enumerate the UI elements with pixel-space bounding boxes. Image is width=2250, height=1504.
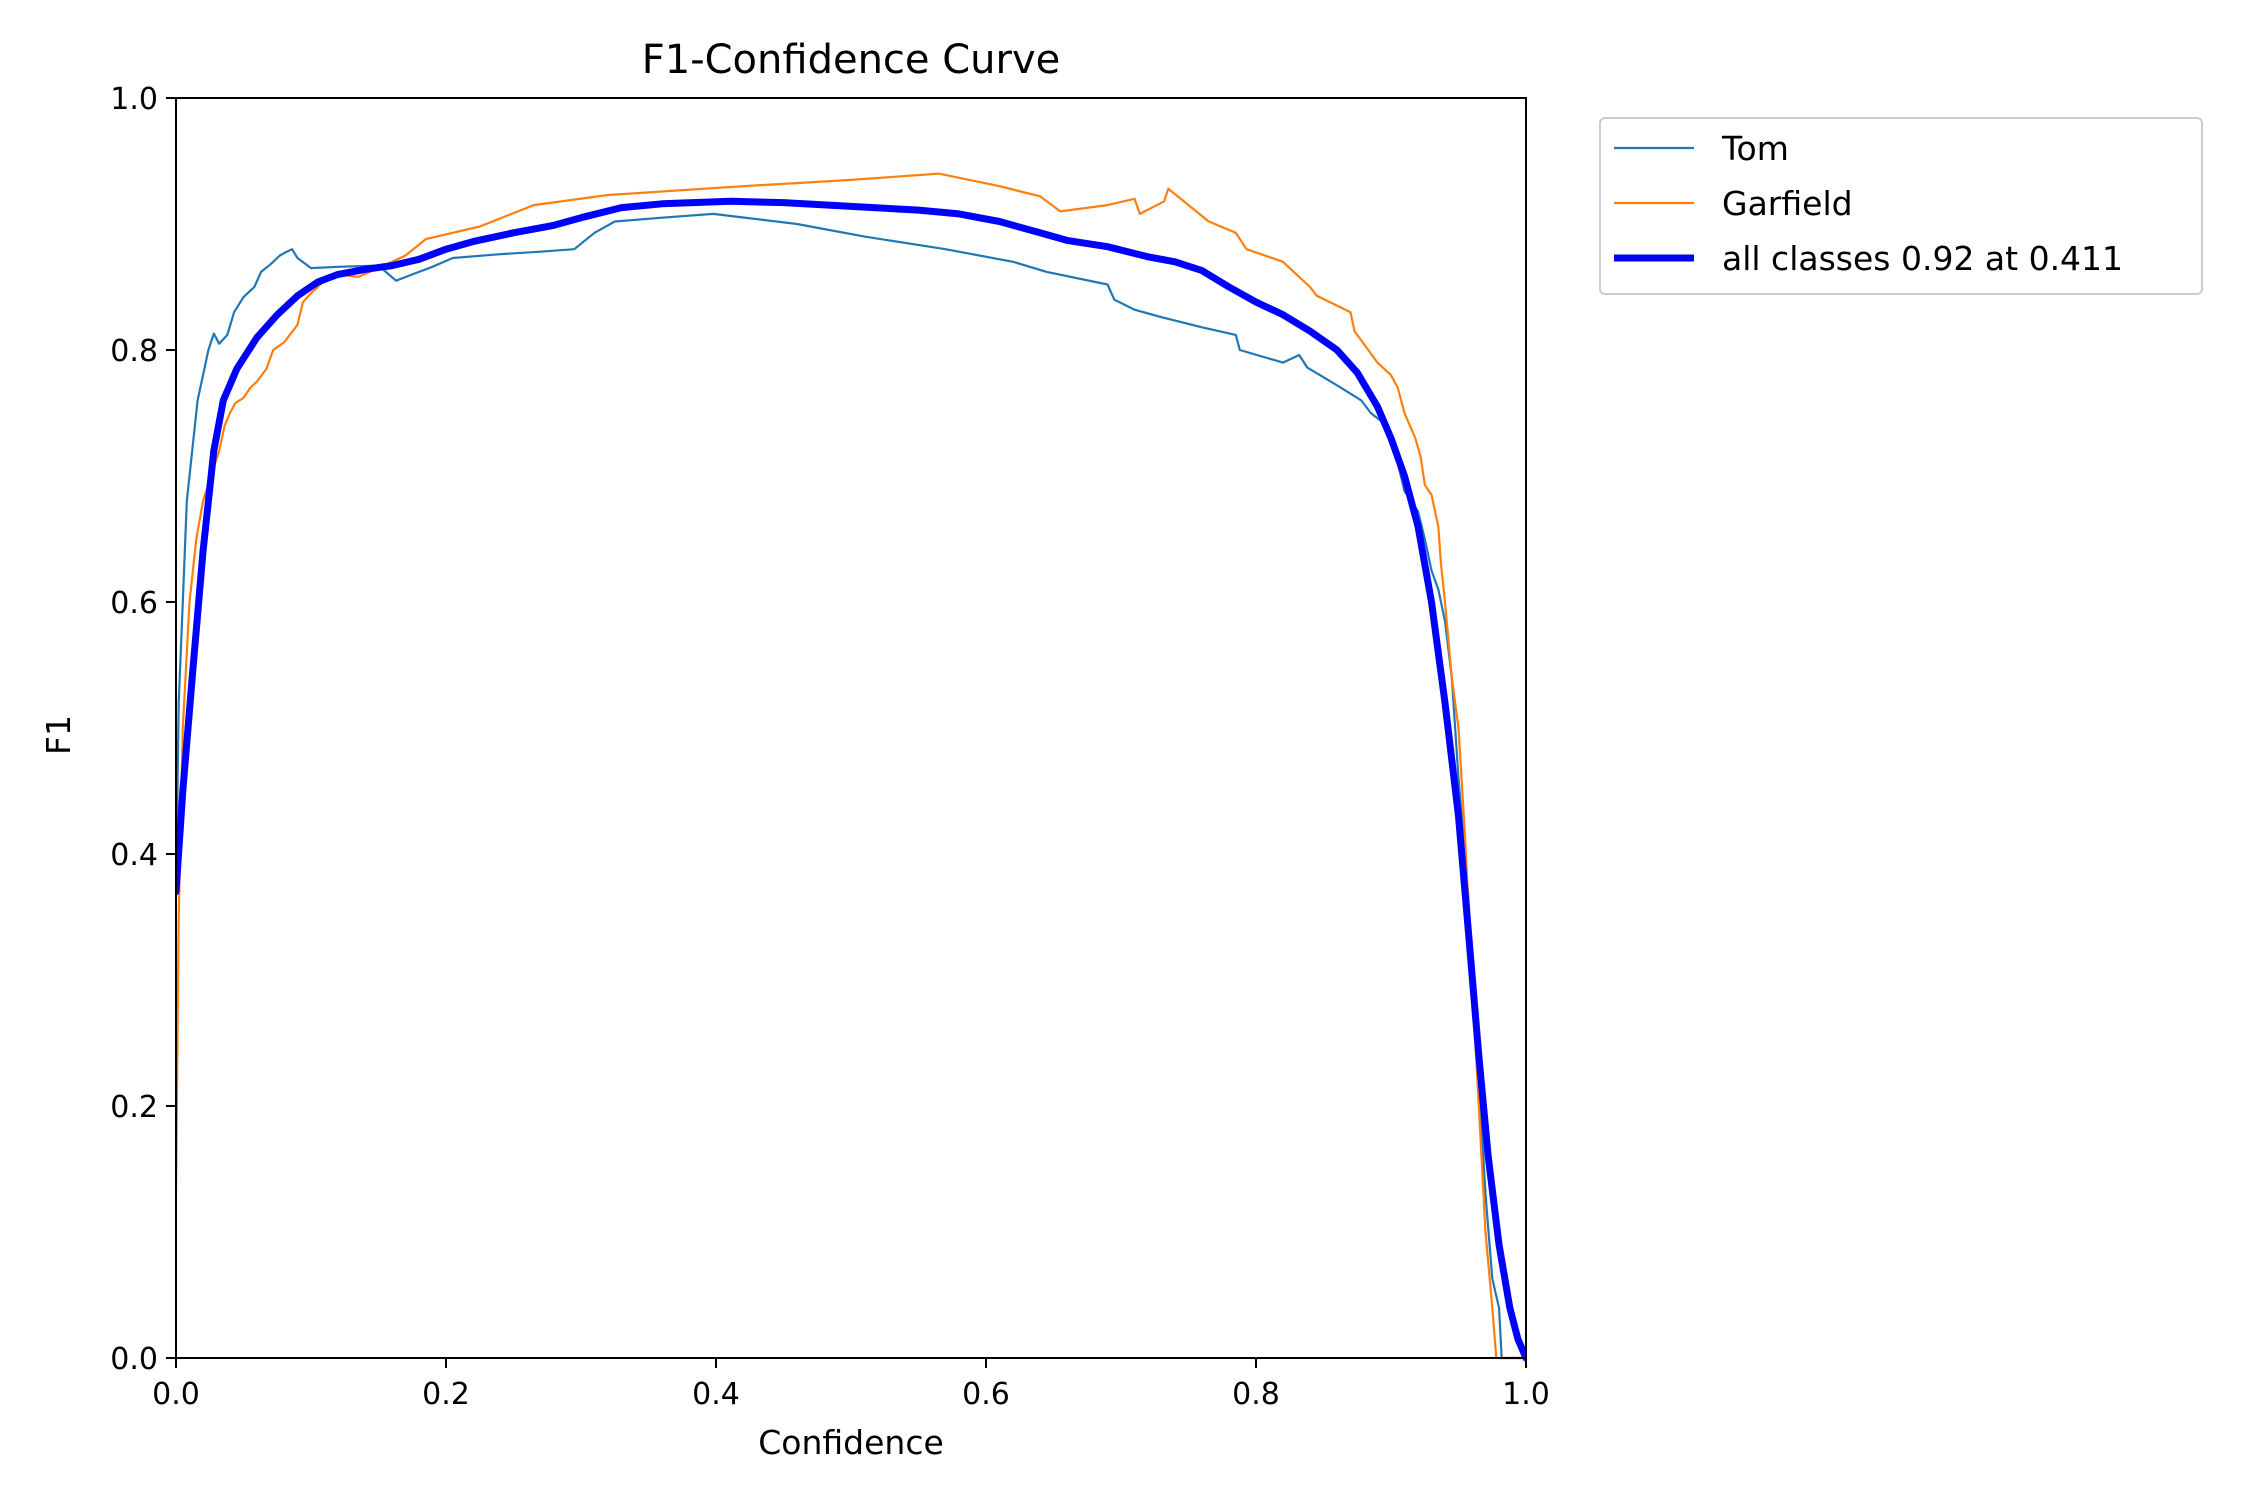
y-tick-label: 0.4 — [110, 838, 158, 873]
series-line-0 — [176, 212, 1526, 1360]
legend: Tom Garfield all classes 0.92 at 0.411 — [1599, 117, 2203, 295]
plot-frame — [175, 97, 1527, 1359]
x-tick-label: 0.8 — [1232, 1377, 1280, 1412]
legend-label-2: all classes 0.92 at 0.411 — [1722, 239, 2123, 278]
x-tick-label: 0.4 — [692, 1377, 740, 1412]
y-tick-label: 0.8 — [110, 334, 158, 369]
axis-ticks: 0.0 0.2 0.4 0.6 0.8 1.0 0.0 0.2 0.4 0.6 0.8 1.0 — [110, 82, 1550, 1412]
x-tick-label: 0.0 — [152, 1377, 200, 1412]
y-tick-label: 1.0 — [110, 82, 158, 117]
legend-label-1: Garfield — [1722, 184, 1853, 223]
series-line-2 — [176, 197, 1526, 1362]
y-axis-label: F1 — [39, 715, 78, 755]
plot-area — [176, 172, 1526, 1362]
x-tick-label: 1.0 — [1502, 1377, 1550, 1412]
x-tick-label: 0.2 — [422, 1377, 470, 1412]
series-line-1 — [176, 172, 1526, 1360]
y-tick-label: 0.6 — [110, 586, 158, 621]
x-axis-label: Confidence — [758, 1423, 944, 1462]
legend-box — [1599, 117, 2203, 295]
legend-label-0: Tom — [1721, 129, 1789, 168]
y-tick-label: 0.2 — [110, 1090, 158, 1125]
chart-title: F1-Confidence Curve — [642, 37, 1061, 83]
y-tick-label: 0.0 — [110, 1342, 158, 1377]
x-tick-label: 0.6 — [962, 1377, 1010, 1412]
